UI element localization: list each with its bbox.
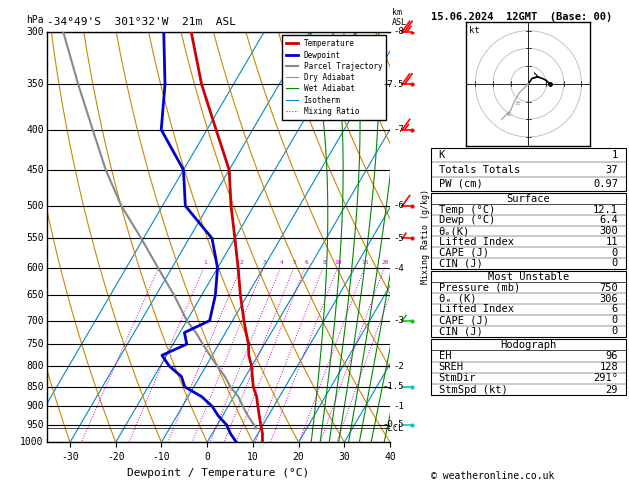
Text: 306: 306	[599, 294, 618, 304]
Text: 750: 750	[599, 282, 618, 293]
X-axis label: Dewpoint / Temperature (°C): Dewpoint / Temperature (°C)	[128, 468, 309, 478]
Text: 2: 2	[240, 260, 243, 265]
Text: 29: 29	[606, 384, 618, 395]
Text: 350: 350	[26, 79, 44, 89]
Text: -34°49'S  301°32'W  21m  ASL: -34°49'S 301°32'W 21m ASL	[47, 17, 236, 27]
Text: -6: -6	[394, 201, 404, 210]
Text: 1: 1	[612, 150, 618, 160]
Text: 15.06.2024  12GMT  (Base: 00): 15.06.2024 12GMT (Base: 00)	[431, 12, 612, 22]
Text: -1: -1	[394, 402, 404, 411]
Text: 6: 6	[304, 260, 308, 265]
Text: 4: 4	[280, 260, 284, 265]
Text: 550: 550	[26, 233, 44, 243]
Text: -3: -3	[394, 316, 404, 325]
Text: 850: 850	[26, 382, 44, 392]
Text: Totals Totals: Totals Totals	[438, 165, 520, 174]
Text: 650: 650	[26, 290, 44, 300]
Text: 900: 900	[26, 401, 44, 411]
Text: km
ASL: km ASL	[392, 8, 407, 28]
Text: 0: 0	[612, 315, 618, 326]
Text: -5: -5	[394, 234, 404, 243]
Text: 30: 30	[514, 101, 521, 106]
Text: 300: 300	[599, 226, 618, 236]
Text: 291°: 291°	[593, 373, 618, 383]
Text: CIN (J): CIN (J)	[438, 326, 482, 336]
Text: Mixing Ratio (g/kg): Mixing Ratio (g/kg)	[421, 190, 430, 284]
Text: 600: 600	[26, 263, 44, 273]
Text: Lifted Index: Lifted Index	[438, 237, 514, 247]
Text: 700: 700	[26, 315, 44, 326]
Text: 0: 0	[612, 326, 618, 336]
Text: -4: -4	[394, 263, 404, 273]
Text: 10: 10	[335, 260, 342, 265]
Text: PW (cm): PW (cm)	[438, 179, 482, 189]
Text: © weatheronline.co.uk: © weatheronline.co.uk	[431, 471, 554, 481]
Text: StmDir: StmDir	[438, 373, 476, 383]
Text: 400: 400	[26, 125, 44, 135]
Text: hPa: hPa	[26, 16, 44, 25]
Text: -8: -8	[394, 27, 404, 36]
Text: 1: 1	[203, 260, 207, 265]
Text: 6: 6	[612, 304, 618, 314]
Text: 40: 40	[505, 112, 512, 117]
Text: 750: 750	[26, 339, 44, 349]
Text: CAPE (J): CAPE (J)	[438, 247, 489, 258]
Text: Lifted Index: Lifted Index	[438, 304, 514, 314]
Text: 15: 15	[362, 260, 369, 265]
Text: 12.1: 12.1	[593, 205, 618, 215]
Text: -0.5: -0.5	[383, 420, 404, 429]
Text: 500: 500	[26, 201, 44, 211]
Text: -2: -2	[394, 362, 404, 371]
Text: Surface: Surface	[506, 194, 550, 204]
Text: 96: 96	[606, 351, 618, 361]
Text: θₑ (K): θₑ (K)	[438, 294, 476, 304]
Text: StmSpd (kt): StmSpd (kt)	[438, 384, 508, 395]
Text: -1.5: -1.5	[383, 382, 404, 391]
Text: CAPE (J): CAPE (J)	[438, 315, 489, 326]
Text: Temp (°C): Temp (°C)	[438, 205, 495, 215]
Text: 0: 0	[612, 247, 618, 258]
Text: 450: 450	[26, 165, 44, 175]
Text: -7: -7	[394, 125, 404, 134]
Text: 8: 8	[322, 260, 326, 265]
Text: 0.97: 0.97	[593, 179, 618, 189]
Text: 3: 3	[263, 260, 267, 265]
Text: EH: EH	[438, 351, 451, 361]
Text: Most Unstable: Most Unstable	[487, 272, 569, 282]
Legend: Temperature, Dewpoint, Parcel Trajectory, Dry Adiabat, Wet Adiabat, Isotherm, Mi: Temperature, Dewpoint, Parcel Trajectory…	[282, 35, 386, 120]
Text: Dewp (°C): Dewp (°C)	[438, 215, 495, 226]
Text: Pressure (mb): Pressure (mb)	[438, 282, 520, 293]
Text: 37: 37	[606, 165, 618, 174]
Text: SREH: SREH	[438, 362, 464, 372]
Text: 800: 800	[26, 361, 44, 371]
Text: 6.4: 6.4	[599, 215, 618, 226]
Text: 300: 300	[26, 27, 44, 36]
Text: θₑ(K): θₑ(K)	[438, 226, 470, 236]
Text: 950: 950	[26, 420, 44, 430]
Text: 128: 128	[599, 362, 618, 372]
Text: 5: 5	[293, 260, 297, 265]
Text: 0: 0	[612, 259, 618, 268]
Text: Hodograph: Hodograph	[500, 340, 557, 350]
Text: -LCL: -LCL	[383, 424, 404, 433]
Text: 11: 11	[606, 237, 618, 247]
Text: CIN (J): CIN (J)	[438, 259, 482, 268]
Text: -7.5: -7.5	[383, 80, 404, 88]
Text: K: K	[438, 150, 445, 160]
Text: kt: kt	[469, 26, 480, 35]
Text: 20: 20	[381, 260, 389, 265]
Text: 1000: 1000	[20, 437, 44, 447]
